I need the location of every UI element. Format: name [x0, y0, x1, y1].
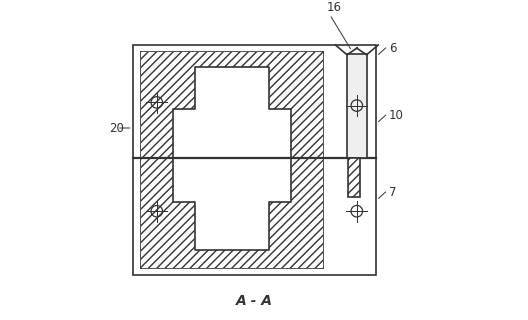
- Bar: [355, 47, 358, 50]
- Bar: [348, 158, 360, 197]
- Bar: [173, 67, 195, 109]
- Bar: [141, 67, 173, 158]
- Bar: [173, 202, 195, 250]
- Bar: [291, 158, 323, 250]
- Text: 7: 7: [389, 186, 397, 198]
- Bar: [346, 54, 367, 158]
- Text: 6: 6: [389, 42, 397, 54]
- Text: 10: 10: [389, 109, 404, 122]
- Text: A - A: A - A: [236, 294, 273, 308]
- Bar: [141, 250, 323, 268]
- Bar: [269, 67, 291, 109]
- Text: 16: 16: [326, 1, 342, 14]
- Bar: [141, 52, 323, 67]
- Bar: [269, 202, 291, 250]
- Bar: [291, 67, 323, 158]
- Text: 20: 20: [109, 122, 124, 134]
- Bar: [133, 45, 376, 275]
- Bar: [141, 158, 173, 250]
